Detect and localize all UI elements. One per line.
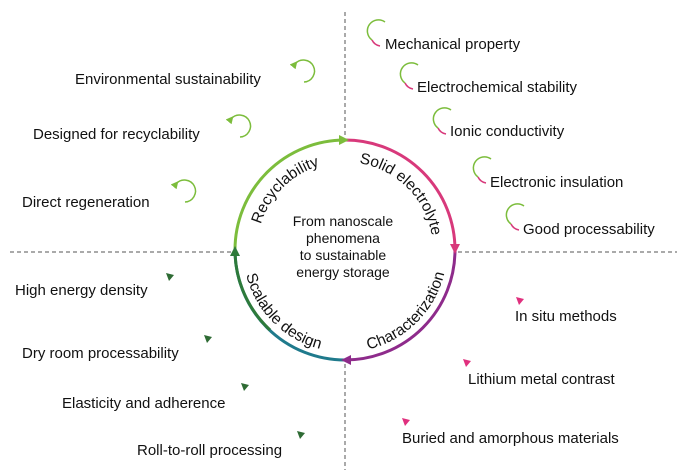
item: Roll-to-roll processing (137, 442, 282, 459)
item: Environmental sustainability (75, 71, 261, 88)
item: High energy density (15, 282, 148, 299)
item: Elasticity and adherence (62, 395, 225, 412)
center-text: phenomena (306, 230, 380, 246)
cycle-arrowheads (230, 135, 460, 365)
item: Dry room processability (22, 345, 179, 362)
item: Direct regeneration (22, 194, 150, 211)
cycle-icons (170, 19, 525, 231)
center-text: energy storage (296, 264, 390, 280)
item: Mechanical property (385, 36, 521, 53)
item: Ionic conductivity (450, 123, 565, 140)
item: Buried and amorphous materials (402, 430, 619, 447)
item: Designed for recyclability (33, 126, 200, 143)
item: Lithium metal contrast (468, 371, 616, 388)
item: In situ methods (515, 308, 617, 325)
item: Electronic insulation (490, 174, 623, 191)
arrow-icons (166, 273, 524, 439)
dividers (10, 12, 677, 470)
cycle (233, 138, 457, 362)
item: Electrochemical stability (417, 79, 578, 96)
center-text: to sustainable (300, 247, 387, 263)
center-text: From nanoscale (293, 213, 394, 229)
item: Good processability (523, 221, 655, 238)
